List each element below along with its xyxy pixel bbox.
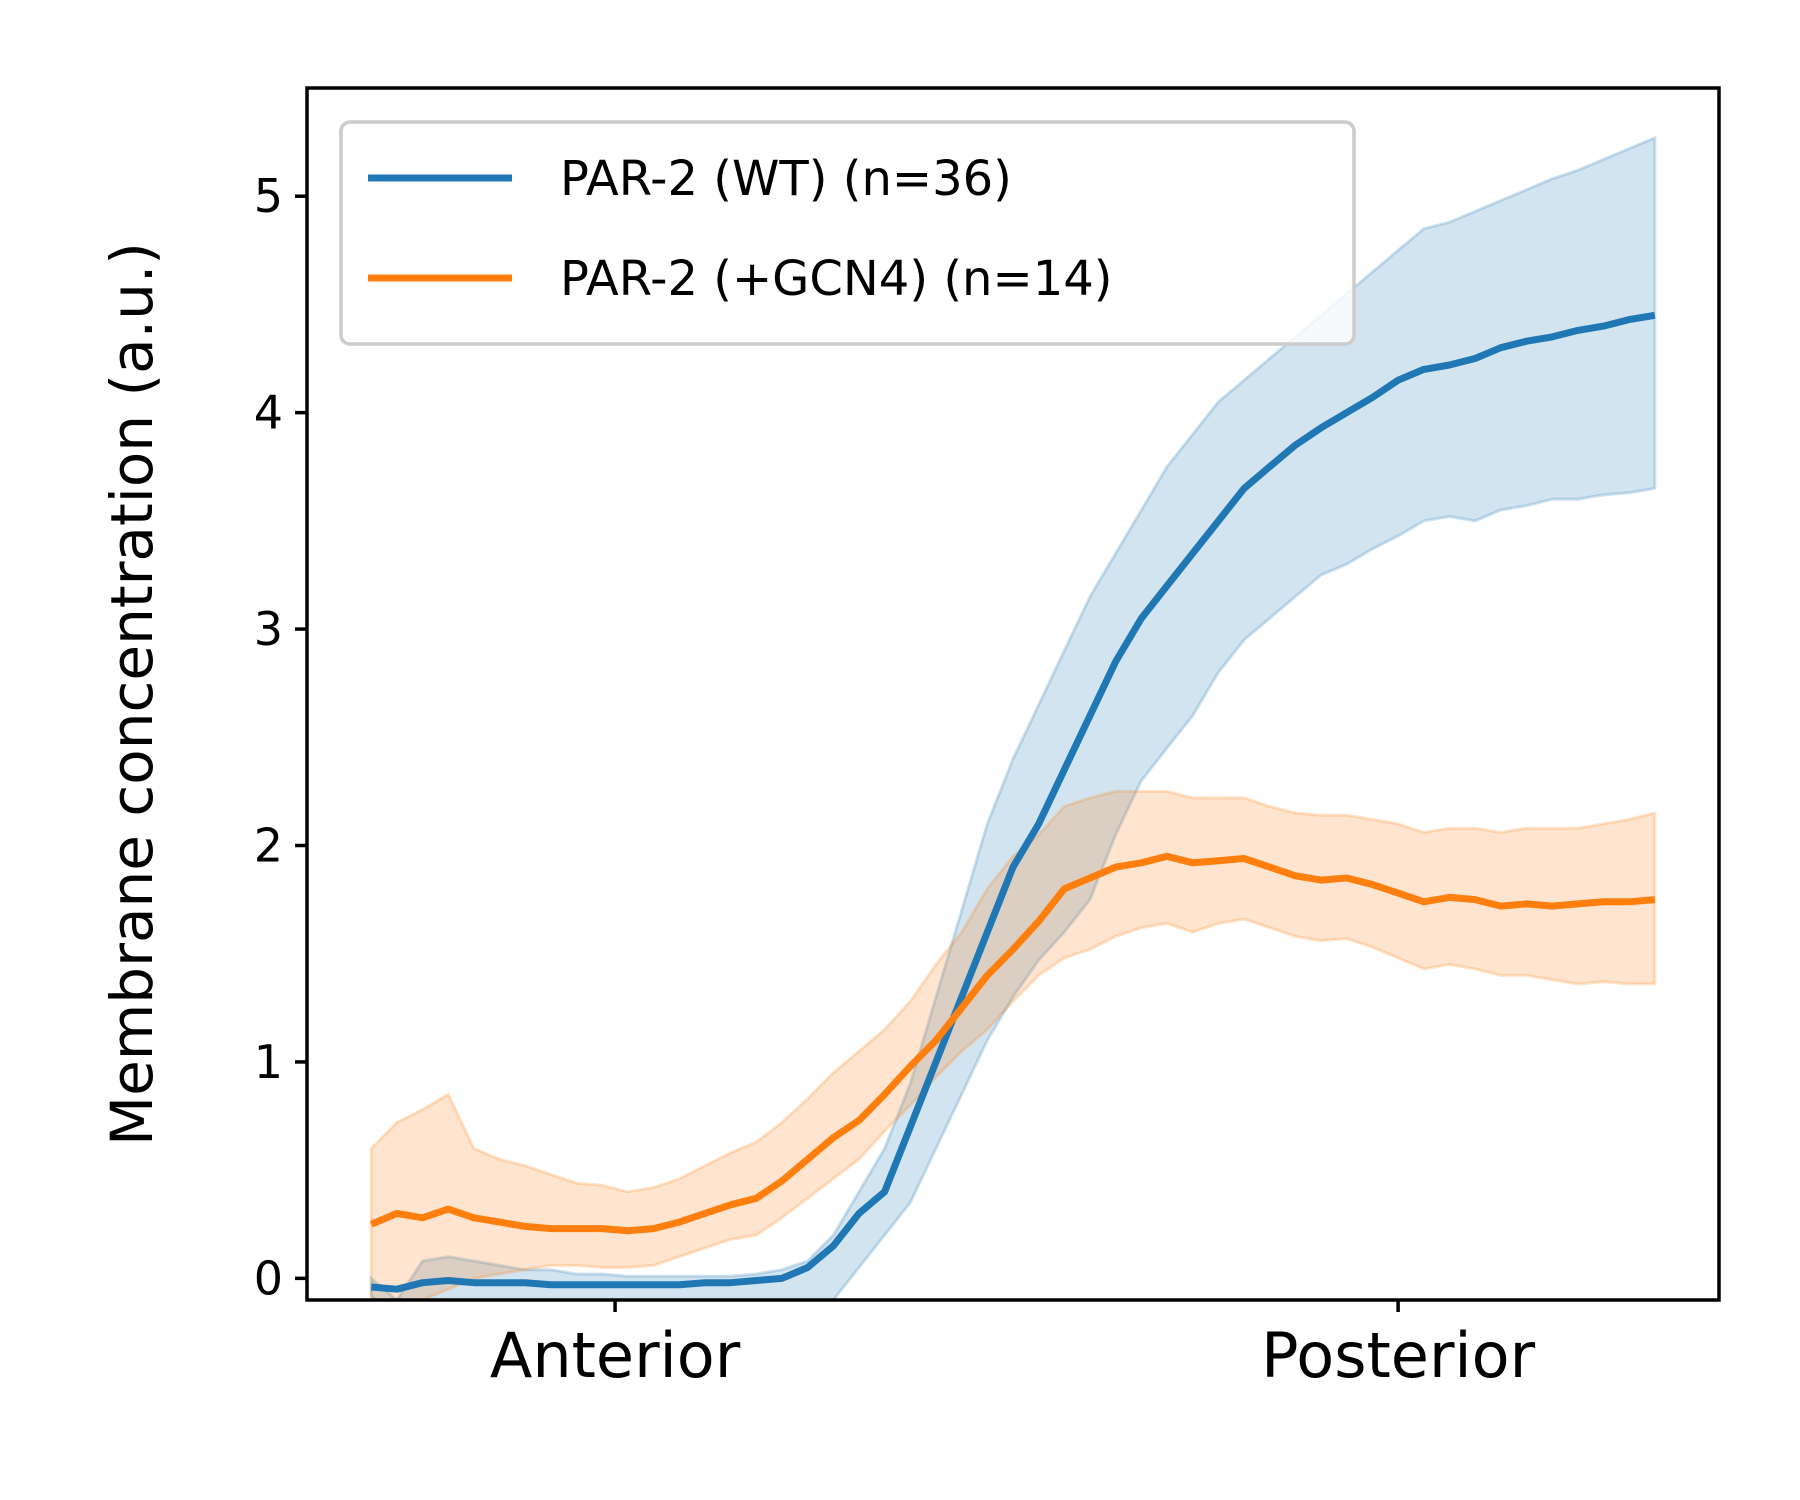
y-tick-label: 1 [254,1035,283,1089]
y-tick-label: 3 [254,602,283,656]
confidence-band-wt [369,135,1657,1300]
series-line-wt[interactable] [370,311,1656,1293]
plot-frame [305,86,1721,1302]
x-tick-label-posterior: Posterior [1261,1319,1536,1392]
confidence-band-gcn4 [369,789,1657,1300]
y-tick-label: 0 [254,1251,283,1305]
y-tick-label: 4 [254,386,283,440]
confidence-bands [369,135,1657,1300]
y-axis-ticks: 0 1 2 3 4 5 [254,169,307,1305]
y-axis-label: Membrane concentration (a.u.) [98,242,166,1146]
x-tick-label-anterior: Anterior [490,1319,741,1392]
legend-box [339,120,1356,346]
series-line-gcn4[interactable] [369,852,1656,1235]
legend-label-gcn4: PAR-2 (+GCN4) (n=14) [560,251,1113,307]
y-tick-label: 2 [254,819,283,873]
legend[interactable]: PAR-2 (WT) (n=36) PAR-2 (+GCN4) (n=14) [339,120,1356,346]
x-axis-ticks: Anterior Posterior [490,1300,1536,1392]
y-tick-label: 5 [254,169,283,223]
series-lines [369,311,1656,1293]
legend-label-wt: PAR-2 (WT) (n=36) [560,151,1012,207]
